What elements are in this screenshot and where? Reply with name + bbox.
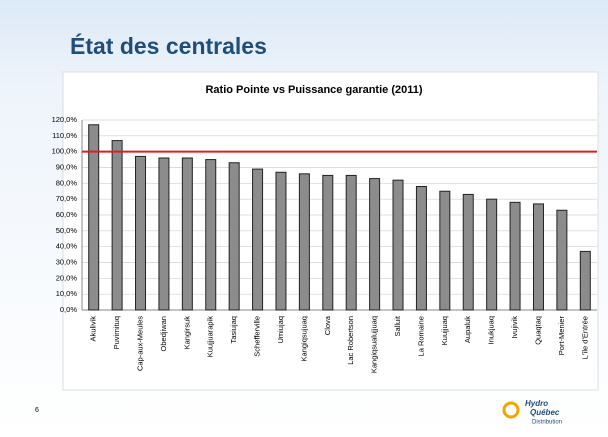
x-tick-label: Kangirsuk [182, 316, 191, 350]
x-tick-label: Obedjiwan [159, 316, 168, 351]
bar [111, 140, 123, 311]
x-tick-label: Umiujaq [276, 316, 285, 344]
bar [579, 250, 591, 311]
x-tick-label: Aupaluk [463, 316, 472, 343]
x-tick-label: Inukjuaq [487, 316, 496, 344]
logo-text: Québec [530, 408, 560, 417]
x-tick-label: La Romaine [416, 316, 425, 356]
bar [228, 162, 240, 311]
logo-icon [502, 401, 520, 419]
y-tick-label: 120,0% [52, 115, 78, 124]
chart-title: Ratio Pointe vs Puissance garantie (2011… [205, 84, 422, 96]
y-tick-label: 40,0% [56, 242, 78, 251]
x-tick-label: Quaqtaq [533, 316, 542, 345]
y-tick-label: 80,0% [56, 178, 78, 187]
x-tick-label: Puvirnituq [112, 316, 121, 349]
bar [88, 124, 100, 311]
y-tick-label: 90,0% [56, 162, 78, 171]
bar [322, 174, 334, 311]
y-tick-label: 30,0% [56, 257, 78, 266]
logo-text: Hydro [525, 399, 548, 408]
bar [509, 201, 521, 311]
x-tick-label: Port-Menier [557, 316, 566, 356]
logo-subtext: Distribution [532, 420, 562, 426]
bar [556, 209, 568, 311]
bar [462, 193, 474, 311]
bar [275, 171, 287, 311]
bar [532, 203, 544, 311]
slide-title: État des centrales [70, 32, 267, 59]
x-tick-label: Clova [323, 315, 332, 335]
x-tick-label: Kuujjuarapik [206, 316, 215, 358]
y-tick-label: 100,0% [52, 147, 78, 156]
bar [486, 198, 498, 311]
bar [158, 157, 170, 311]
x-tick-label: Salluit [393, 315, 402, 336]
y-tick-label: 60,0% [56, 210, 78, 219]
bar [439, 190, 451, 311]
y-tick-label: 70,0% [56, 194, 78, 203]
bar [252, 168, 264, 311]
y-tick-label: 110,0% [52, 131, 77, 140]
x-tick-label: L'île d'Entrée [580, 316, 589, 359]
bar [181, 157, 193, 311]
bar [298, 173, 310, 311]
x-tick-label: Cap-aux-Meules [136, 316, 145, 371]
y-tick-label: 20,0% [56, 273, 78, 282]
y-tick-label: 0,0% [60, 305, 77, 314]
x-tick-label: Schefferville [253, 316, 262, 357]
x-tick-label: Lac Robertson [346, 316, 355, 365]
logo: Hydro Québec Distribution [502, 399, 562, 426]
x-tick-label: Ivujivik [510, 316, 519, 339]
bar [205, 159, 217, 311]
bar [135, 155, 147, 311]
bar [369, 178, 381, 311]
x-tick-label: Tasiujaq [229, 316, 238, 344]
x-tick-label: Kangiqsualujjuaq [370, 316, 379, 373]
page-number: 6 [35, 407, 39, 414]
bar [345, 174, 357, 311]
x-tick-label: Kuujjuaq [440, 316, 449, 345]
bar [415, 186, 427, 311]
y-tick-label: 50,0% [56, 226, 78, 235]
y-tick-label: 10,0% [56, 289, 78, 298]
bar [392, 179, 404, 311]
x-tick-label: Kangiqsujuaq [299, 316, 308, 361]
x-tick-label: Akulivik [89, 316, 98, 342]
